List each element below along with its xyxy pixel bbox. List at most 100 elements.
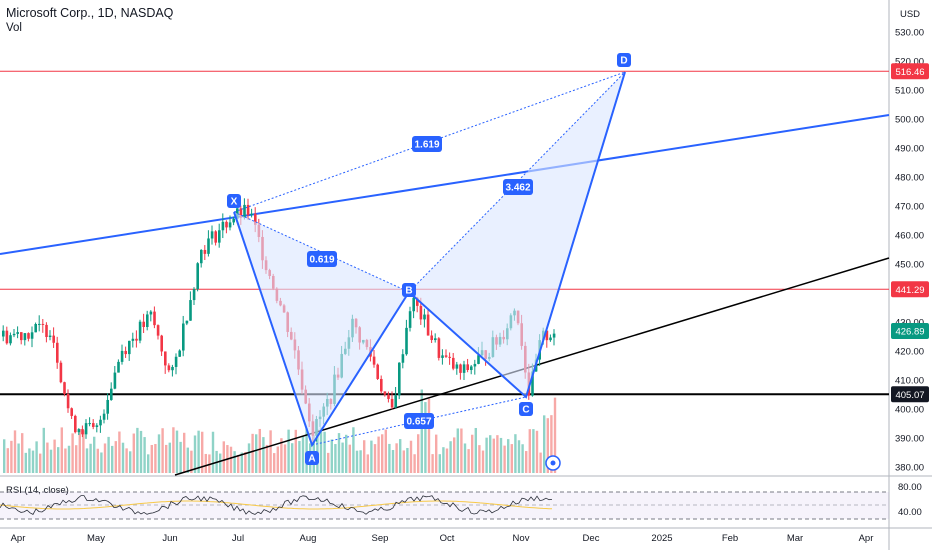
volume-bar	[28, 448, 31, 473]
candle-body	[27, 333, 30, 339]
pattern-point-a: A	[308, 454, 315, 465]
volume-bar	[514, 434, 517, 473]
volume-bar	[510, 444, 513, 473]
volume-bar	[550, 415, 553, 473]
volume-bar	[60, 427, 63, 473]
time-label: May	[87, 533, 105, 544]
candle-body	[408, 311, 412, 328]
price-tag-label: 426.89	[895, 327, 924, 338]
volume-bar	[129, 451, 132, 473]
volume-bar	[211, 431, 215, 473]
rsi-label[interactable]: RSI (14, close)	[6, 485, 69, 496]
harmonic-pattern[interactable]: X A B C D 1.619 3.462 0.619 0.657	[227, 53, 631, 471]
candle-body	[74, 415, 77, 433]
volume-bar	[103, 443, 107, 473]
volume-indicator-label[interactable]: Vol	[6, 22, 22, 34]
volume-bar	[121, 442, 125, 473]
candle-body	[63, 382, 66, 394]
candle-body	[34, 324, 37, 333]
volume-bar	[474, 427, 477, 473]
candle-body	[203, 249, 207, 254]
volume-bar	[449, 441, 452, 473]
time-label: Sep	[372, 533, 389, 544]
candle-body	[462, 364, 466, 373]
pattern-point-b: B	[405, 286, 412, 297]
volume-bar	[136, 427, 139, 473]
volume-bar	[237, 454, 240, 473]
candle-body	[459, 364, 462, 373]
candle-body	[20, 332, 23, 341]
candle-body	[59, 362, 63, 383]
volume-bar	[334, 444, 337, 473]
volume-bar	[463, 443, 467, 473]
candle-body	[38, 323, 41, 325]
volume-bar	[496, 435, 499, 473]
candle-body	[56, 342, 59, 363]
volume-bar	[435, 434, 438, 473]
price-tick: 400.00	[895, 405, 924, 416]
rsi-line	[0, 495, 553, 515]
volume-bar	[543, 415, 546, 473]
volume-bar	[6, 448, 9, 473]
rsi-tick: 80.00	[898, 482, 922, 493]
candle-body	[164, 351, 167, 366]
candle-body	[441, 355, 444, 358]
rsi-pane: RSI (14, close)	[0, 485, 889, 520]
volume-bar	[258, 428, 261, 473]
candle-body	[30, 332, 34, 339]
volume-bar	[373, 444, 377, 473]
candle-body	[182, 323, 185, 351]
candle-body	[228, 222, 232, 228]
axes: USD 530.00 520.00 510.00 500.00 490.00 480.00 4…	[11, 9, 929, 544]
volume-bar	[75, 445, 78, 473]
ratio-box	[412, 136, 442, 152]
candle-body	[178, 350, 181, 357]
volume-bar	[409, 440, 413, 473]
candle-body	[16, 332, 19, 334]
candle-body	[5, 330, 9, 344]
ratio-label: 1.619	[414, 140, 439, 151]
volume-bar	[186, 447, 189, 473]
volume-bar	[427, 398, 431, 473]
candle-body	[185, 320, 189, 324]
pattern-fill-bcd	[409, 72, 625, 397]
volume-bar	[431, 454, 434, 473]
ratio-box	[307, 251, 337, 267]
candle-body	[372, 356, 376, 365]
candle-body	[466, 364, 469, 370]
volume-bar	[442, 447, 445, 473]
volume-bar	[535, 430, 539, 473]
volume-bar	[208, 454, 211, 473]
volume-bars	[3, 389, 557, 473]
volume-bar	[528, 429, 531, 473]
candle-body	[455, 364, 459, 369]
volume-bar	[161, 428, 164, 473]
ratio-line-xd	[233, 71, 626, 213]
price-tick: 510.00	[895, 86, 924, 97]
volume-bar	[280, 438, 283, 473]
candle-body	[113, 372, 117, 389]
candle-body	[146, 314, 149, 327]
volume-bar	[100, 452, 103, 473]
candle-body	[52, 335, 55, 343]
candle-body	[124, 350, 127, 355]
volume-bar	[190, 450, 193, 473]
volume-bar	[78, 429, 81, 473]
volume-bar	[107, 436, 110, 473]
pattern-point-box	[617, 53, 631, 67]
volume-bar	[406, 447, 409, 473]
candle-body	[380, 378, 383, 392]
candle-body	[390, 398, 394, 408]
rsi-tick: 40.00	[898, 507, 922, 518]
volume-bar	[71, 433, 74, 473]
volume-bar	[438, 454, 441, 473]
candle-body	[239, 208, 243, 218]
volume-bar	[327, 452, 330, 473]
volume-bar	[503, 445, 506, 473]
symbol-title[interactable]: Microsoft Corp., 1D, NASDAQ	[6, 6, 174, 20]
volume-bar	[345, 434, 348, 473]
volume-bar	[481, 450, 485, 473]
volume-bar	[492, 438, 495, 473]
candle-body	[102, 413, 106, 420]
